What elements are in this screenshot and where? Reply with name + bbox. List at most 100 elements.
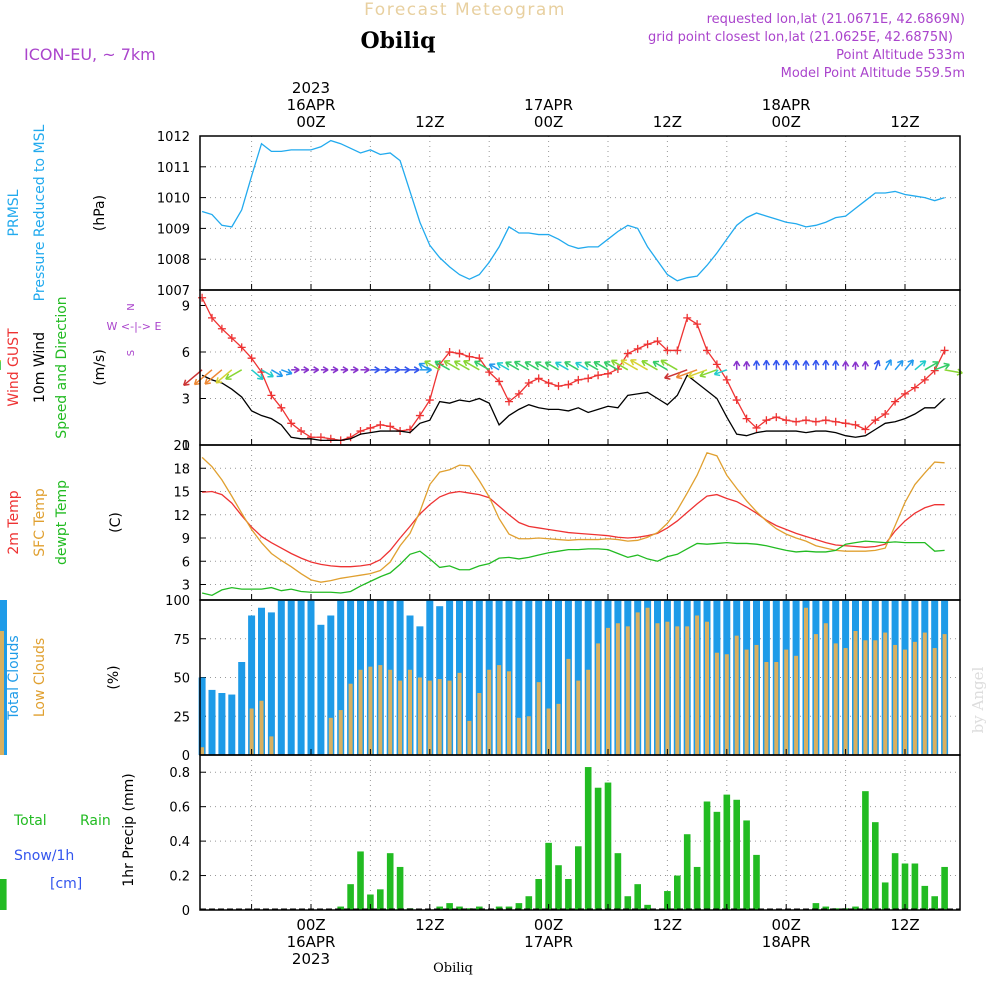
gust-marker [712,360,721,369]
wind-arrow [418,362,431,371]
wind-arrow-head [473,360,481,367]
wind-arrow-head [443,360,451,367]
gust-marker [732,396,741,405]
bar-low-clouds [794,655,799,755]
wind-arrow-head [303,366,310,374]
wind-arrow-head [183,379,190,386]
gust-marker [376,420,385,429]
wind-arrow-head [641,359,648,367]
bar-total-rain [713,811,721,910]
ytick-label: 9 [182,300,190,315]
bar-total-clouds [545,600,553,755]
bar-low-clouds [526,716,531,755]
ytick-label: 3 [182,579,190,594]
wind-arrow [611,359,629,371]
bottom-axis-label: 18APR [762,933,811,951]
ytick-label: 6 [182,555,190,570]
bar-total-rain [901,863,909,910]
ytick-label: 9 [182,532,190,547]
ytick-label: 0 [182,749,190,764]
wind-arrow-head [276,370,284,378]
bar-low-clouds [833,643,838,755]
gust-marker [386,422,395,431]
bar-low-clouds [685,626,690,755]
gust-marker [683,313,692,322]
top-axis-label: 12Z [890,113,919,131]
bottom-axis-label: 12Z [415,916,444,934]
bar-low-clouds [566,658,571,755]
gust-marker [703,346,711,355]
bar-low-clouds [784,649,789,755]
bar-low-clouds [200,747,205,755]
gust-marker [901,389,909,398]
compass-s: S [126,350,137,356]
bar-total-rain [674,875,681,910]
wind-arrow-head [812,359,820,366]
bar-total-rain [555,865,562,910]
bar-low-clouds [863,640,868,755]
gust-marker [910,383,919,392]
bar-low-clouds [0,669,4,755]
bar-low-clouds [883,632,888,755]
requested-lonlat: requested lon,lat (21.0671E, 42.6869N) [707,12,965,27]
wind-arrow-head [752,360,761,367]
bar-low-clouds [754,644,759,755]
wind-arrow-head [687,371,695,379]
bar-low-clouds [487,669,492,755]
gust-marker [524,379,533,387]
panel-label-0-1: Pressure Reduced to MSL [32,124,48,301]
bar-total-rain [634,884,641,910]
bar-total-clouds [347,600,355,755]
bar-low-clouds [912,641,917,755]
bar-total-rain [931,896,938,910]
gust-marker [594,371,603,380]
top-axis-label: 12Z [653,113,682,131]
wind-arrow-head [496,362,504,369]
bar-total-clouds [446,600,454,755]
bar-low-clouds [516,717,521,755]
bar-low-clouds [903,649,907,755]
panel-3: 0 25 50 75 100 Total Clouds Low Clouds (%) [0,594,961,764]
wind-arrow [593,361,609,371]
bar-total-clouds [238,662,246,755]
bar-low-clouds [477,693,482,755]
gust-marker [534,374,543,383]
gust-marker [495,377,504,386]
bar-low-clouds [734,635,739,755]
bar-total-clouds [317,624,325,755]
wind-arrow-head [257,373,264,381]
panel-label-2-1: SFC Temp [32,488,48,557]
bar-low-clouds [873,640,878,755]
panel-label-3-0: Total Clouds [6,635,22,720]
gust-marker [851,420,860,429]
gust-marker [663,346,672,355]
bar-low-clouds [378,665,383,755]
bar-total-clouds [208,689,216,755]
panel-label-1-2: Speed and Direction [54,296,70,438]
model-label: ICON-EU, ~ 7km [24,45,156,64]
wind-arrow-head [919,360,927,367]
gust-marker [881,410,890,418]
bar-total-clouds [277,600,285,755]
gust-marker [247,354,256,363]
wind-arrow [443,360,460,371]
wind-arrow-head [434,360,441,367]
bar-low-clouds [249,708,254,755]
bar-total-rain [693,866,701,910]
bar-total-rain [466,908,473,910]
bar-low-clouds [467,720,472,755]
bar-low-clouds [942,634,947,755]
bar-low-clouds [457,672,462,755]
gust-marker [208,313,216,322]
rain-label-total: Total [13,813,47,829]
wind-arrow [535,361,549,371]
wind-arrow-head [713,369,721,377]
watermark: by Angel [969,666,987,733]
wind-arrow [505,361,520,371]
panel-ylabel-1: (m/s) [92,349,108,386]
ytick-label: 100 [165,594,190,609]
wind-arrow-head [564,361,571,368]
wind-arrow [281,369,293,375]
